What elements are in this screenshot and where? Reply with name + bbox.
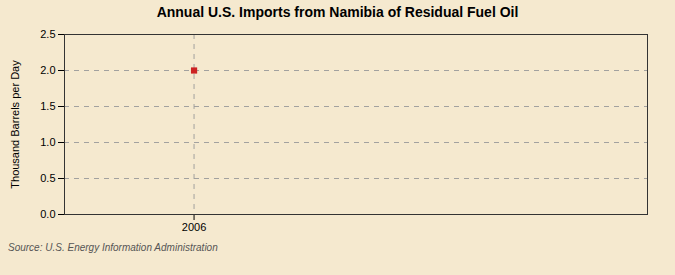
svg-text:2006: 2006	[182, 221, 206, 233]
svg-text:0.0: 0.0	[40, 208, 55, 220]
svg-text:Thousand Barrels per Day: Thousand Barrels per Day	[9, 60, 21, 189]
html-text:Source: U.S. Energy Informatio: Source: U.S. Energy Information Administ…	[8, 242, 218, 253]
svg-text:1.5: 1.5	[40, 100, 55, 112]
svg-text:0.5: 0.5	[40, 172, 55, 184]
svg-text:2.0: 2.0	[40, 64, 55, 76]
svg-text:2.5: 2.5	[40, 28, 55, 40]
html-text:Annual U.S. Imports from Namib: Annual U.S. Imports from Namibia of Resi…	[156, 4, 519, 20]
svg-text:1.0: 1.0	[40, 136, 55, 148]
